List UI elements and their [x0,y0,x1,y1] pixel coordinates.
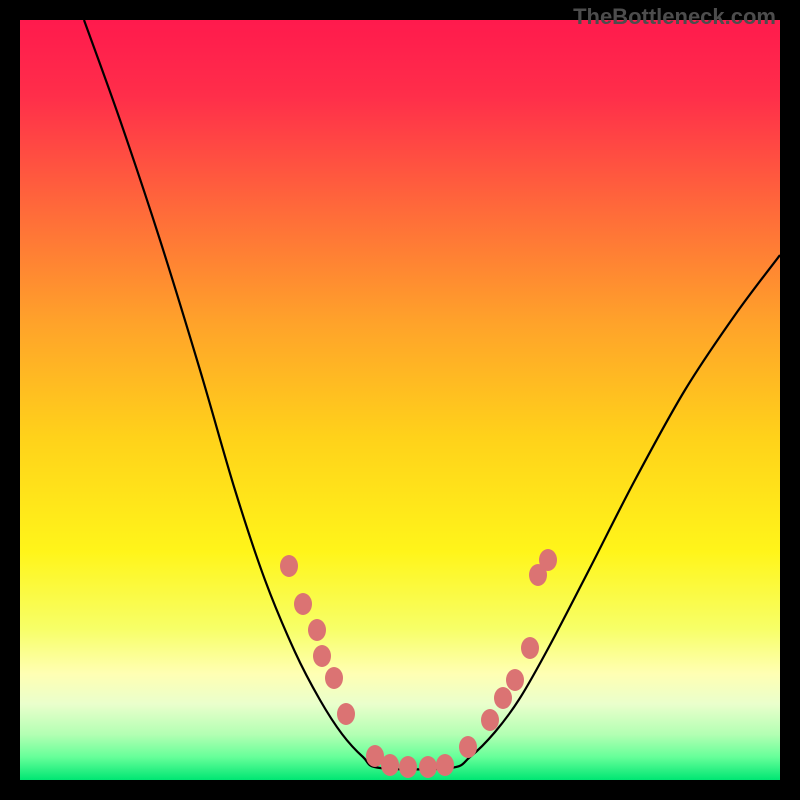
data-marker [308,619,326,641]
data-marker [506,669,524,691]
data-marker [494,687,512,709]
data-marker [381,754,399,776]
data-marker [481,709,499,731]
data-marker [436,754,454,776]
data-marker [539,549,557,571]
data-marker [325,667,343,689]
data-marker [419,756,437,778]
data-marker [521,637,539,659]
chart-frame: TheBottleneck.com [0,0,800,800]
data-marker [294,593,312,615]
data-marker [399,756,417,778]
data-marker [459,736,477,758]
chart-svg [20,20,780,780]
data-marker [280,555,298,577]
watermark-text: TheBottleneck.com [573,4,776,30]
gradient-background [20,20,780,780]
data-marker [337,703,355,725]
data-marker [313,645,331,667]
plot-area [20,20,780,780]
